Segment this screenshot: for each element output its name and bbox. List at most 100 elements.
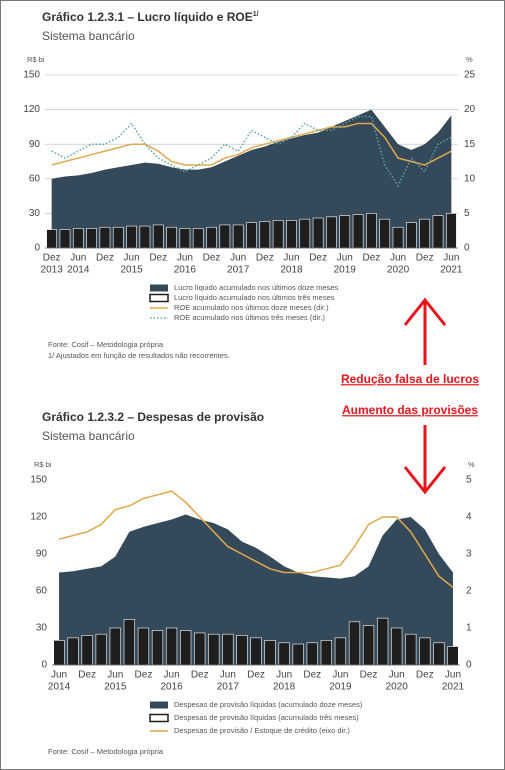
x-year-label: 2019: [329, 682, 352, 693]
x-tick-label: Dez: [256, 253, 274, 264]
x-tick-label: Dez: [78, 670, 96, 681]
x-year-label: 2016: [160, 682, 183, 693]
chart-title: Gráfico 1.2.3.1 – Lucro líquido e ROE1/: [42, 10, 259, 24]
footnote: 1/ Ajustados em função de resultados não…: [48, 351, 230, 360]
y2-tick-label: 1: [466, 623, 472, 634]
x-tick-label: Dez: [203, 253, 221, 264]
bar: [179, 228, 191, 249]
bar: [165, 627, 178, 666]
y-tick-label: 150: [30, 475, 47, 486]
bar: [339, 215, 351, 249]
x-tick-label: Dez: [416, 253, 434, 264]
bar: [72, 228, 84, 249]
bar: [379, 218, 391, 249]
y2-tick-label: 15: [464, 139, 476, 150]
x-tick-label: Jun: [283, 253, 299, 264]
bar: [137, 627, 150, 666]
x-year-label: 2018: [280, 265, 303, 276]
bar: [326, 216, 337, 249]
bar: [86, 228, 97, 249]
bar: [306, 642, 318, 666]
bar: [362, 625, 375, 666]
y-tick-label: 30: [29, 208, 41, 219]
bar: [419, 637, 431, 666]
bar: [299, 218, 311, 249]
chart-subtitle: Sistema bancário: [42, 29, 135, 43]
x-year-label: 2014: [67, 265, 90, 276]
bar: [391, 627, 403, 666]
bar: [208, 633, 220, 666]
x-tick-label: Jun: [337, 253, 353, 264]
x-tick-label: Jun: [390, 253, 406, 264]
y2-tick-label: 4: [466, 512, 472, 523]
y-tick-label: 90: [29, 139, 41, 150]
bar: [286, 220, 297, 249]
bar: [109, 627, 121, 666]
x-year-label: 2017: [217, 682, 240, 693]
bar: [81, 635, 93, 666]
x-year-label: 2021: [440, 265, 463, 276]
bar: [246, 222, 257, 249]
bar: [272, 220, 284, 249]
y-tick-label: 90: [36, 549, 48, 560]
y2-tick-label: 25: [464, 70, 476, 81]
x-year-label: 2015: [104, 682, 127, 693]
bar: [432, 215, 444, 249]
bar: [320, 640, 332, 666]
y-tick-label: 60: [29, 173, 41, 184]
arrows: [403, 297, 447, 495]
bar: [139, 225, 151, 249]
bar: [46, 229, 58, 249]
bar: [95, 633, 107, 666]
x-tick-label: Jun: [443, 253, 459, 264]
bar: [392, 226, 404, 249]
bar: [232, 224, 244, 249]
x-tick-label: Dez: [135, 670, 153, 681]
source: Fonte: Cosif – Metodologia própria: [48, 747, 164, 756]
y2-tick-label: 10: [464, 173, 476, 184]
bar: [99, 226, 111, 249]
bar: [352, 214, 364, 249]
y2-tick-label: 5: [464, 208, 470, 219]
x-tick-label: Dez: [43, 253, 61, 264]
bar: [264, 640, 276, 666]
bar: [180, 630, 192, 666]
x-year-label: 2015: [120, 265, 143, 276]
bar: [406, 222, 417, 249]
y-tick-label: 120: [23, 104, 40, 115]
line: [51, 122, 452, 166]
bar: [206, 226, 217, 249]
bar: [278, 642, 290, 666]
x-tick-label: Jun: [177, 253, 193, 264]
x-tick-label: Jun: [124, 253, 140, 264]
x-tick-label: Jun: [70, 253, 86, 264]
legend-label: Despesas de provisão / Estoque de crédit…: [174, 726, 350, 735]
bar: [366, 213, 377, 249]
line: [51, 115, 452, 188]
legend-swatch: [150, 701, 168, 709]
y-axis-label: R$ bi: [27, 55, 45, 64]
legend-swatch: [150, 284, 168, 292]
x-tick-label: Dez: [416, 670, 434, 681]
line: [58, 490, 454, 588]
chart-subtitle: Sistema bancário: [42, 429, 135, 443]
bar: [192, 228, 204, 249]
x-tick-label: Jun: [389, 670, 405, 681]
y-tick-label: 0: [41, 660, 47, 671]
bar: [447, 646, 459, 666]
bar: [376, 617, 389, 666]
x-year-label: 2020: [386, 682, 409, 693]
bar: [312, 217, 324, 249]
x-tick-label: Dez: [191, 670, 209, 681]
x-tick-label: Jun: [164, 670, 180, 681]
bar: [151, 630, 164, 666]
bar: [53, 640, 65, 666]
legend-label: ROE acumulado nos últimos doze meses (di…: [174, 303, 329, 312]
bar: [259, 221, 271, 249]
x-tick-label: Dez: [247, 670, 265, 681]
x-tick-label: Dez: [149, 253, 167, 264]
bar: [222, 633, 234, 666]
bar: [348, 621, 361, 666]
legend-label: Despesas de provisão líquidas (acumulado…: [174, 700, 363, 709]
